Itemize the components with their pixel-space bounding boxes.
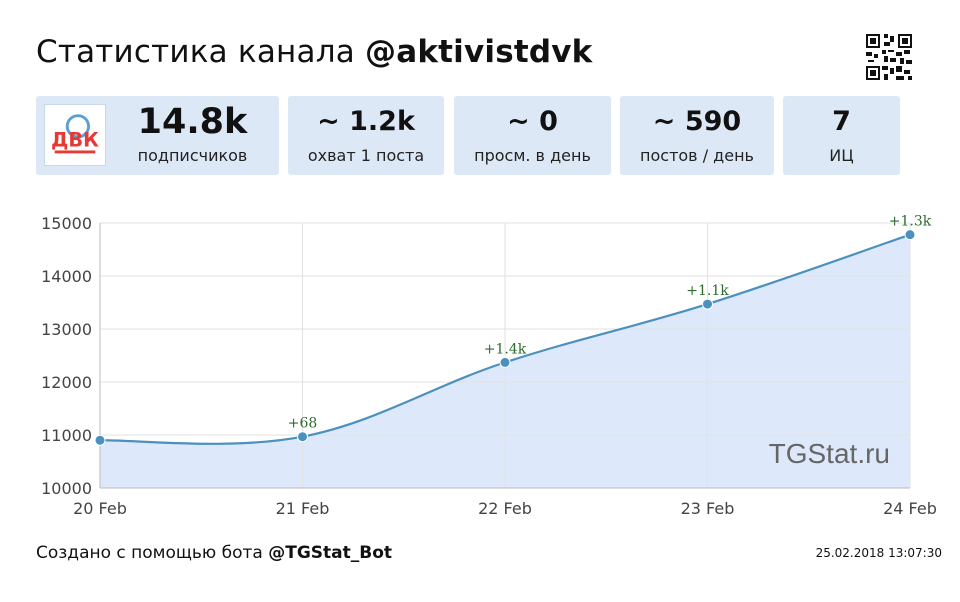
data-point [297,431,308,443]
stat-value: ~ 590 [652,106,742,137]
logo-text: ДВК [51,129,99,152]
data-label: +1.4k [484,341,527,357]
footer-created: Создано с помощью бота [36,543,263,563]
x-tick-label: 23 Feb [681,499,735,518]
stat-value: 7 [832,106,851,137]
data-point [904,229,916,241]
title-prefix: Статистика канала [36,34,355,70]
stat-value: ~ 1.2k [317,106,415,137]
x-tick-label: 20 Feb [73,499,127,518]
watermark: TGStat.ru [769,438,890,469]
subscribers-chart: 10000 11000 12000 13000 14000 15000 20 Feb 21 F… [41,214,937,518]
stat-label: охват 1 поста [307,146,425,165]
stat-label: постов / день [640,146,754,165]
qr-code-icon [866,34,912,80]
data-point [499,356,511,368]
y-tick-label: 12000 [41,373,92,392]
stat-card-subscribers: ДВК 14.8k подписчиков [36,96,279,175]
footer-credit: Создано с помощью бота @TGStat_Bot [36,543,392,563]
y-tick-label: 11000 [41,426,92,445]
stat-value: 14.8k [137,102,248,142]
stat-card-reach: ~ 1.2k охват 1 поста [288,96,444,175]
x-tick-label: 21 Feb [276,499,330,518]
y-tick-label: 13000 [41,320,92,339]
footer-timestamp: 25.02.2018 13:07:30 [815,546,942,560]
y-tick-label: 14000 [41,267,92,286]
data-label: +68 [288,416,318,432]
channel-handle: @aktivistdvk [365,34,593,70]
x-tick-label: 22 Feb [478,499,532,518]
stats-bar: ДВК 14.8k подписчиков ~ 1.2k охват 1 пос… [36,96,900,175]
stat-card-posts: ~ 590 постов / день [620,96,774,175]
y-tick-label: 15000 [41,214,92,233]
stat-value: ~ 0 [507,106,558,137]
stat-card-views: ~ 0 просм. в день [454,96,611,175]
data-point [94,434,106,446]
stat-label: ИЦ [829,146,854,165]
stat-label: подписчиков [137,146,248,165]
stat-card-ci: 7 ИЦ [783,96,900,175]
data-label: +1.1k [686,283,729,299]
stat-label: просм. в день [474,146,591,165]
channel-avatar-icon: ДВК [44,104,106,166]
footer-bot-link[interactable]: @TGStat_Bot [268,543,393,563]
x-tick-label: 24 Feb [883,499,937,518]
data-point [702,298,713,310]
page-title: Статистика канала @aktivistdvk [36,34,593,70]
y-tick-label: 10000 [41,479,92,498]
data-label: +1.3k [889,214,932,230]
